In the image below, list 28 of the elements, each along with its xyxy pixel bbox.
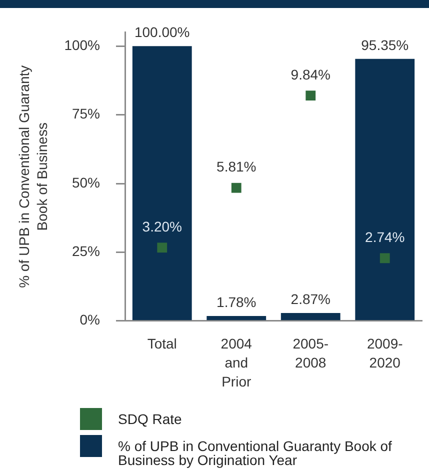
bar [132,46,192,320]
point [306,90,316,101]
data-label: 2.74% [365,229,405,246]
x-tick-label: 2009-2020 [366,335,404,370]
bar [355,58,415,320]
y-tick-label: 50% [72,174,100,190]
x-tick-label: 2005-2008 [292,335,329,370]
y-tick-label: 25% [72,243,100,260]
data-label: 95.35% [361,36,409,53]
legend-label: % of UPB in Conventional Guaranty Book of Business by Origination Year [118,437,393,468]
data-label: 3.20% [142,218,182,234]
x-tick-label: Total [147,335,177,352]
y-tick-label: 75% [72,106,100,122]
y-tick-label: 0% [80,312,100,328]
data-label: 5.81% [216,158,256,175]
point [157,242,168,253]
point [380,253,390,264]
bar [206,316,266,320]
data-label: 2.87% [290,290,330,307]
bar [280,312,340,320]
x-tick-label: 2004 and Prior [220,335,252,390]
y-axis-title: % of UPB in Conventional Guaranty Book of Business [16,65,50,288]
data-label: 100.00% [134,24,190,40]
data-label: 1.78% [216,294,256,310]
point [231,182,242,193]
legend-label: SDQ Rate [118,410,183,427]
data-label: 9.84% [290,66,330,82]
y-tick-label: 100% [64,36,100,53]
